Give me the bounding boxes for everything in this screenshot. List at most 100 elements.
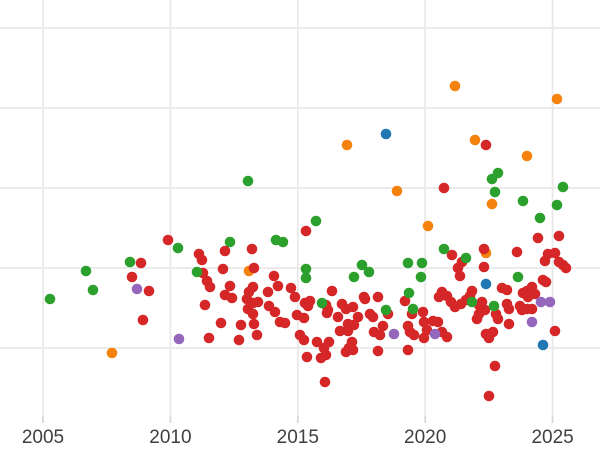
data-point-red (320, 349, 332, 361)
data-point-green (415, 271, 427, 283)
data-point-orange (422, 220, 434, 232)
data-point-green (191, 266, 203, 278)
data-point-red (135, 257, 147, 269)
data-point-red (224, 280, 236, 292)
x-axis-tick-label: 2015 (277, 427, 319, 448)
data-point-green (300, 272, 312, 284)
data-point-green (300, 263, 312, 275)
data-point-red (300, 225, 312, 237)
data-point-green (407, 303, 419, 315)
data-point-red (126, 271, 138, 283)
data-point-red (137, 314, 149, 326)
data-point-red (402, 344, 414, 356)
data-point-red (432, 316, 444, 328)
data-point-blue (537, 339, 549, 351)
data-point-green (242, 175, 254, 187)
data-point-green (172, 242, 184, 254)
data-point-red (272, 280, 284, 292)
data-point-green (348, 271, 360, 283)
data-point-red (372, 291, 384, 303)
data-point-red (408, 329, 420, 341)
data-point-red (226, 292, 238, 304)
data-point-purple (429, 328, 441, 340)
data-point-blue (480, 278, 492, 290)
x-axis-tick-labels: 2005 2010 2015 2020 2025 (22, 427, 574, 448)
data-point-red (377, 320, 389, 332)
x-axis-tick-label: 2025 (531, 427, 573, 448)
data-point-red (418, 332, 430, 344)
data-point-green (517, 195, 529, 207)
data-point-red (560, 262, 572, 274)
data-point-red (367, 311, 379, 323)
data-point-green (44, 293, 56, 305)
data-point-red (503, 303, 515, 315)
data-point-red (346, 336, 358, 348)
data-point-green (224, 236, 236, 248)
data-point-red (418, 316, 430, 328)
data-point-red (441, 331, 453, 343)
data-point-green (551, 199, 563, 211)
data-point-red (446, 249, 458, 261)
data-point-orange (486, 198, 498, 210)
data-point-red (252, 296, 264, 308)
data-point-red (217, 263, 229, 275)
data-point-green (316, 297, 328, 309)
data-point-red (489, 360, 501, 372)
data-point-red (532, 232, 544, 244)
data-point-red (347, 301, 359, 313)
data-point-green (310, 215, 322, 227)
data-point-red (269, 306, 281, 318)
data-point-green (380, 304, 392, 316)
data-point-red (503, 318, 515, 330)
data-point-red (549, 325, 561, 337)
data-point-orange (106, 347, 118, 359)
data-point-green (492, 167, 504, 179)
data-point-orange (391, 185, 403, 197)
data-point-red (247, 281, 259, 293)
data-point-red (326, 285, 338, 297)
data-point-green (460, 252, 472, 264)
data-point-red (311, 336, 323, 348)
data-point-green (403, 287, 415, 299)
data-point-red (298, 334, 310, 346)
data-point-red (262, 286, 274, 298)
data-point-red (334, 325, 346, 337)
x-axis-tick-label: 2010 (149, 427, 191, 448)
data-point-red (204, 281, 216, 293)
data-point-green (87, 284, 99, 296)
data-point-red (492, 313, 504, 325)
horizontal-gridlines (0, 27, 600, 349)
data-point-purple (535, 296, 547, 308)
data-point-red (478, 261, 490, 273)
data-point-green (402, 257, 414, 269)
data-point-red (248, 262, 260, 274)
data-points (44, 80, 572, 402)
data-point-red (332, 311, 344, 323)
data-point-red (476, 296, 488, 308)
data-point-red (438, 182, 450, 194)
data-point-blue (380, 128, 392, 140)
data-point-green (488, 300, 500, 312)
vertical-gridlines (42, 0, 554, 423)
data-point-red (553, 230, 565, 242)
data-point-green (534, 212, 546, 224)
data-point-red (478, 243, 490, 255)
data-point-red (162, 234, 174, 246)
data-point-green (124, 256, 136, 268)
data-point-orange (469, 134, 481, 146)
data-point-purple (131, 283, 143, 295)
data-point-red (480, 139, 492, 151)
data-point-green (512, 271, 524, 283)
data-point-red (215, 317, 227, 329)
data-point-purple (388, 328, 400, 340)
data-point-orange (521, 150, 533, 162)
data-point-red (219, 245, 231, 257)
data-point-red (417, 306, 429, 318)
data-point-red (304, 295, 316, 307)
data-point-red (372, 345, 384, 357)
data-point-red (399, 295, 411, 307)
data-point-green (277, 236, 289, 248)
data-point-red (199, 299, 211, 311)
